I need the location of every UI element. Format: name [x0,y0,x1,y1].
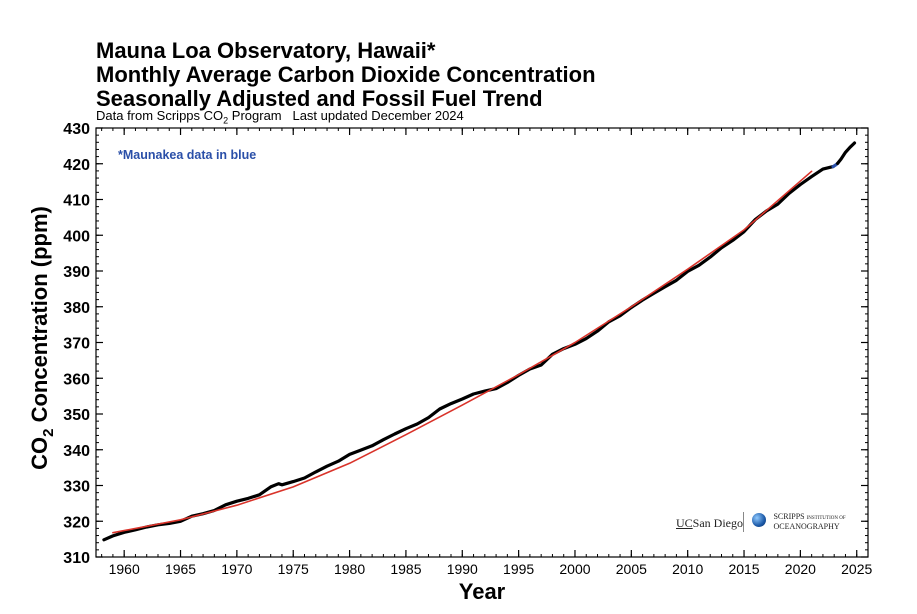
y-tick-label: 410 [63,193,90,210]
ucsd-logo-uc: UC [676,516,693,530]
axis-layer: 1960 1965 1970 1975 1980 1985 1990 1995 2000 2005… [63,121,872,577]
x-tick-label: 2025 [841,561,872,577]
co2-series-line-2 [835,141,857,165]
sio-line2: OCEANOGRAPHY [773,522,840,531]
y-tick-label: 380 [63,300,90,317]
y-tick-label: 420 [63,157,90,174]
x-axis-label: Year [459,579,506,604]
x-tick-label: 1960 [109,561,140,577]
x-tick-label: 1965 [165,561,196,577]
scripps-logo: SCRIPPS INSTITUTION OF OCEANOGRAPHY [752,513,846,531]
x-tick-label: 2005 [616,561,647,577]
co2-series-line-0 [102,165,835,542]
globe-icon [752,513,766,527]
y-axis-label-sub: 2 [40,429,57,437]
y-axis-label: CO2 Concentration (ppm) [27,206,57,470]
x-tick-label: 2020 [785,561,816,577]
trend-layer [112,170,813,534]
y-tick-label: 430 [63,121,90,138]
y-tick-label: 360 [63,371,90,388]
y-axis-label-post: Concentration (ppm) [27,206,52,428]
ucsd-logo-rest: San Diego [692,516,743,530]
y-tick-label: 330 [63,479,90,496]
maunakea-annotation: *Maunakea data in blue [118,148,256,162]
logo-divider [743,512,744,532]
x-tick-label: 2010 [672,561,703,577]
y-tick-label: 350 [63,407,90,424]
chart-title-line2: Monthly Average Carbon Dioxide Concentra… [96,62,596,87]
x-tick-label: 1980 [334,561,365,577]
chart-title-line3: Seasonally Adjusted and Fossil Fuel Tren… [96,86,543,111]
plot-frame [95,127,869,558]
y-tick-label: 400 [63,228,90,245]
x-tick-label: 2000 [559,561,590,577]
subtitle-sub: 2 [223,115,229,126]
y-tick-label: 320 [63,514,90,531]
chart-subtitle: Data from Scripps CO2 Program Last updat… [96,108,464,126]
data-layer [102,141,857,542]
y-axis-label-pre: CO [27,437,52,470]
plot-frame-layer [95,127,869,558]
subtitle-pre: Data from Scripps CO [96,108,224,123]
trend-line [112,170,813,534]
x-tick-label: 1970 [221,561,252,577]
x-tick-label: 1990 [447,561,478,577]
ucsd-logo: UCSan Diego [676,516,743,531]
sio-line1: SCRIPPS [773,512,805,521]
x-tick-label: 1995 [503,561,534,577]
y-tick-label: 390 [63,264,90,281]
chart-title-line1: Mauna Loa Observatory, Hawaii* [96,38,436,63]
x-tick-label: 1975 [278,561,309,577]
y-tick-label: 310 [63,550,90,567]
sio-small: INSTITUTION OF [806,516,846,521]
y-tick-label: 340 [63,443,90,460]
x-tick-label: 1985 [390,561,421,577]
x-tick-label: 2015 [728,561,759,577]
y-tick-label: 370 [63,336,90,353]
subtitle-post: Program Last updated December 2024 [228,108,464,123]
